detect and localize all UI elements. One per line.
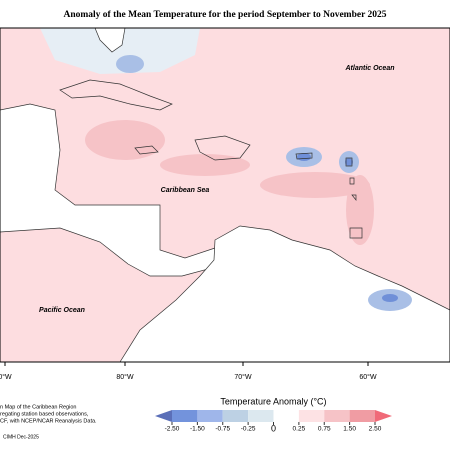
anomaly-zone: [260, 172, 370, 198]
legend-arrow: [155, 410, 172, 422]
anomaly-zone: [116, 55, 144, 73]
title: Anomaly of the Mean Temperature for the …: [63, 10, 386, 20]
legend-title: Temperature Anomaly (°C): [220, 396, 326, 406]
hispaniola: [194, 135, 251, 161]
anomaly-zone: [345, 158, 353, 166]
map: [0, 27, 450, 363]
legend-tick-label: 1.50: [343, 426, 356, 433]
footnote: regating station based observations,: [0, 411, 89, 417]
footnote: CF, with NCEP/NCAR Reanalysis Data.: [0, 418, 97, 424]
footnote: n Map of the Caribbean Region: [0, 404, 76, 410]
jamaica: [134, 145, 159, 155]
legend-swatch: [248, 410, 274, 422]
legend-tick-label: 0.75: [318, 426, 331, 433]
legend-tick-label: -0.25: [241, 426, 256, 433]
credit: CIMH Dec-2025: [3, 434, 39, 440]
ocean-label: Caribbean Sea: [161, 187, 210, 194]
legend-swatch: [172, 410, 198, 422]
longitude-label: 80°W: [116, 373, 134, 381]
legend-swatch: [324, 410, 350, 422]
legend-arrow: [375, 410, 392, 422]
legend-swatch: [298, 410, 325, 422]
legend-tick-label: -2.50: [165, 426, 180, 433]
anomaly-zone: [85, 120, 165, 160]
anomaly-zone: [382, 294, 398, 302]
ocean-label: Pacific Ocean: [39, 307, 85, 314]
legend-swatch: [197, 410, 223, 422]
legend-swatch: [222, 410, 249, 422]
longitude-label: 60°W: [359, 373, 377, 381]
anomaly-zone: [40, 28, 200, 74]
anomaly-zone: [346, 175, 374, 245]
legend-tick-label: -1.50: [190, 426, 205, 433]
anomaly-zone: [297, 153, 311, 161]
anomaly-zone: [160, 154, 250, 176]
legend-tick-label: -0.75: [215, 426, 230, 433]
south-america: [119, 225, 450, 363]
lesser-antilles: [345, 157, 363, 239]
map-frame: [0, 27, 450, 363]
ocean-label: Atlantic Ocean: [344, 65, 394, 72]
legend-tick-label: 0.25: [293, 426, 306, 433]
legend-swatch: [273, 410, 299, 422]
legend-swatch: [349, 410, 375, 422]
legend-tick-label: 2.50: [369, 426, 382, 433]
puerto-rico: [295, 152, 313, 160]
longitude-label: 70°W: [234, 373, 252, 381]
legend-tick-label: 0: [271, 423, 276, 433]
cuba: [59, 79, 173, 111]
longitude-label: 0°W: [0, 373, 12, 381]
